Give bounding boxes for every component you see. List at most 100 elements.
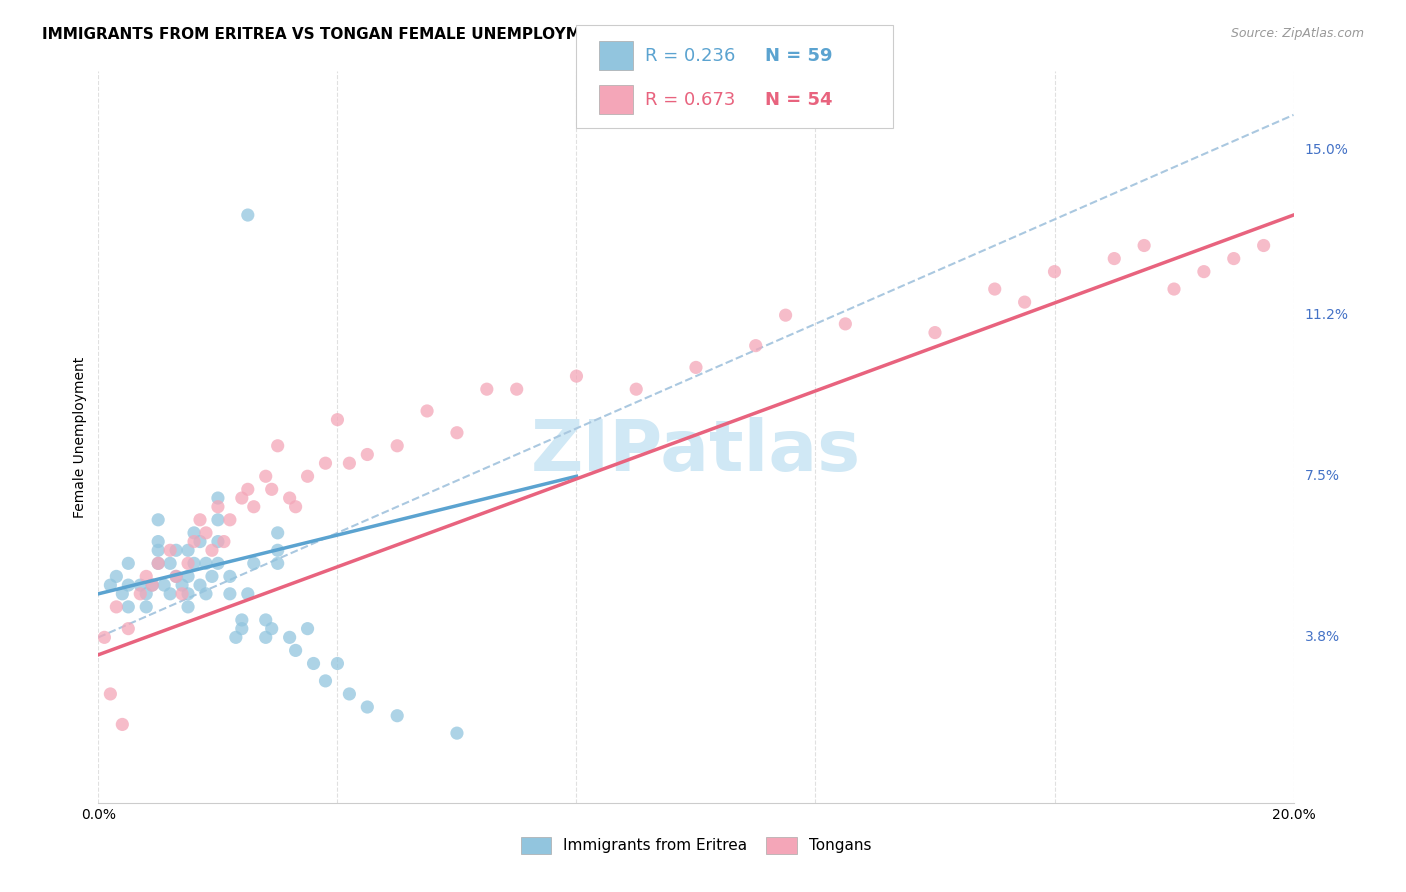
Point <box>207 513 229 527</box>
Point <box>984 282 1007 296</box>
Point <box>775 308 797 322</box>
Point <box>188 578 211 592</box>
Point <box>1014 295 1036 310</box>
Point <box>98 578 122 592</box>
Point <box>172 587 194 601</box>
Point <box>260 622 283 636</box>
Point <box>153 578 176 592</box>
Point <box>1104 252 1126 266</box>
Point <box>254 631 277 645</box>
Point <box>225 631 247 645</box>
Point <box>159 543 181 558</box>
Point <box>284 643 307 657</box>
Text: IMMIGRANTS FROM ERITREA VS TONGAN FEMALE UNEMPLOYMENT CORRELATION CHART: IMMIGRANTS FROM ERITREA VS TONGAN FEMALE… <box>42 27 803 42</box>
Point <box>207 500 229 514</box>
Point <box>177 587 200 601</box>
Point <box>135 569 157 583</box>
Point <box>117 599 139 614</box>
Point <box>148 513 170 527</box>
Point <box>1163 282 1185 296</box>
Point <box>254 613 277 627</box>
Text: R = 0.673: R = 0.673 <box>645 91 735 109</box>
Point <box>177 543 200 558</box>
Point <box>129 587 152 601</box>
Point <box>834 317 856 331</box>
Point <box>159 557 181 571</box>
Point <box>1043 265 1066 279</box>
Point <box>117 557 139 571</box>
Point <box>236 587 259 601</box>
Point <box>267 525 290 540</box>
Point <box>159 587 181 601</box>
Text: ZIPatlas: ZIPatlas <box>531 417 860 486</box>
Point <box>1192 265 1215 279</box>
Point <box>315 673 337 688</box>
Point <box>148 557 170 571</box>
Point <box>111 587 134 601</box>
Point <box>243 500 266 514</box>
Point <box>148 543 170 558</box>
Point <box>201 543 224 558</box>
Point <box>231 613 253 627</box>
Point <box>475 382 498 396</box>
Point <box>219 587 242 601</box>
Point <box>188 513 211 527</box>
Point <box>260 483 283 497</box>
Point <box>98 687 122 701</box>
Point <box>135 599 157 614</box>
Point <box>356 448 378 462</box>
Point <box>93 631 115 645</box>
Point <box>416 404 439 418</box>
Point <box>219 569 242 583</box>
Point <box>117 578 139 592</box>
Point <box>385 708 409 723</box>
Point <box>1253 238 1275 252</box>
Point <box>267 439 290 453</box>
Point <box>745 339 768 353</box>
Point <box>356 700 378 714</box>
Point <box>141 578 163 592</box>
Point <box>172 578 194 592</box>
Point <box>326 412 349 426</box>
Point <box>315 456 337 470</box>
Point <box>254 469 277 483</box>
Point <box>165 569 187 583</box>
Point <box>267 543 290 558</box>
Point <box>284 500 307 514</box>
Point <box>326 657 349 671</box>
Text: 15.0%: 15.0% <box>1305 143 1348 157</box>
Point <box>1133 238 1156 252</box>
Point <box>165 543 187 558</box>
Point <box>278 491 301 505</box>
Point <box>231 622 253 636</box>
Point <box>626 382 648 396</box>
Point <box>177 557 200 571</box>
Point <box>183 557 205 571</box>
Point <box>105 599 128 614</box>
Point <box>129 578 152 592</box>
Point <box>212 534 235 549</box>
Point <box>111 717 134 731</box>
Point <box>278 631 301 645</box>
Point <box>231 491 253 505</box>
Text: N = 54: N = 54 <box>765 91 832 109</box>
Point <box>207 557 229 571</box>
Point <box>165 569 187 583</box>
Point <box>385 439 409 453</box>
Point <box>117 622 139 636</box>
Text: Source: ZipAtlas.com: Source: ZipAtlas.com <box>1230 27 1364 40</box>
Point <box>297 469 319 483</box>
Text: 3.8%: 3.8% <box>1305 631 1340 644</box>
Text: R = 0.236: R = 0.236 <box>645 46 735 64</box>
Point <box>141 578 163 592</box>
Point <box>924 326 946 340</box>
Point <box>446 726 468 740</box>
Point <box>207 534 229 549</box>
Point <box>207 491 229 505</box>
Point <box>219 513 242 527</box>
Point <box>302 657 325 671</box>
Point <box>685 360 707 375</box>
Point <box>148 557 170 571</box>
Point <box>183 534 205 549</box>
Text: 7.5%: 7.5% <box>1305 469 1340 483</box>
